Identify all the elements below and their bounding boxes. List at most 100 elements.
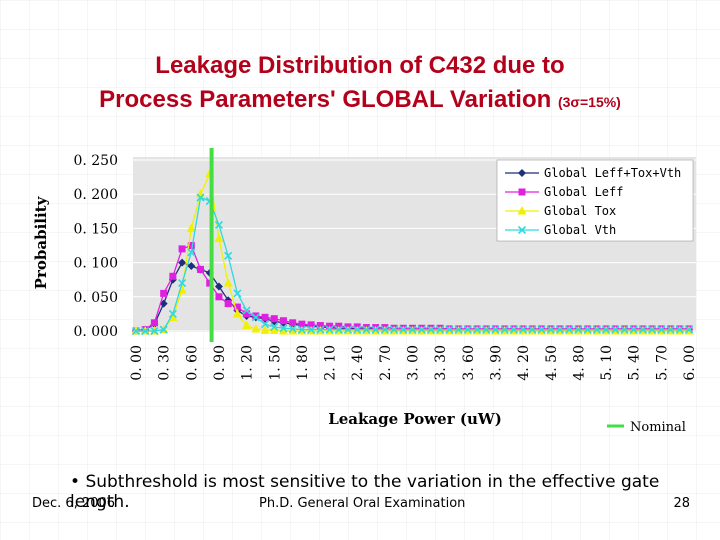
- point-x: [509, 325, 518, 334]
- point-x-stroke: [675, 325, 684, 334]
- point-x: [519, 325, 528, 334]
- point-x-stroke: [629, 325, 638, 334]
- point-x: [251, 313, 260, 322]
- y-tick-label: 0. 000: [73, 324, 118, 340]
- point-x: [178, 279, 187, 288]
- point-x: [334, 325, 343, 334]
- point-square: [233, 303, 241, 311]
- point-x-stroke: [426, 325, 435, 334]
- point-square: [518, 188, 526, 196]
- point-x-stroke: [316, 325, 325, 334]
- point-x: [408, 325, 417, 334]
- point-x-stroke: [214, 220, 224, 230]
- x-tick-label: 0. 90: [212, 345, 228, 381]
- x-tick-label: 1. 80: [295, 345, 311, 381]
- bullet-note: • Subthreshold is most sensitive to the …: [70, 472, 660, 512]
- point-square: [243, 310, 251, 318]
- point-x-stroke: [325, 325, 334, 334]
- x-tick-label: 1. 50: [267, 345, 283, 381]
- point-x-stroke: [565, 325, 574, 334]
- point-x: [159, 325, 168, 334]
- x-tick-label: 1. 20: [240, 345, 256, 381]
- x-tick-label: 3. 00: [406, 345, 422, 381]
- point-x-stroke: [574, 325, 583, 334]
- point-x-stroke: [353, 325, 362, 334]
- point-x-stroke: [620, 325, 629, 334]
- point-square: [252, 312, 260, 320]
- title-main: Process Parameters' GLOBAL Variation: [99, 86, 552, 113]
- point-x: [517, 225, 527, 235]
- point-x: [565, 325, 574, 334]
- point-x: [555, 325, 565, 334]
- x-tick-label: 5. 10: [599, 345, 615, 381]
- point-x: [675, 325, 684, 334]
- point-x-stroke: [555, 325, 565, 334]
- point-x-stroke: [380, 325, 389, 334]
- slide-title-line2: Process Parameters' GLOBAL Variation (3σ…: [0, 86, 720, 114]
- point-x-stroke: [509, 325, 518, 334]
- point-x: [325, 325, 334, 334]
- x-tick-label: 2. 40: [350, 345, 366, 381]
- point-x: [399, 325, 408, 334]
- point-x: [196, 193, 205, 202]
- point-square: [298, 320, 306, 328]
- point-x: [260, 320, 270, 329]
- point-square: [224, 300, 232, 308]
- point-square: [261, 313, 269, 321]
- point-square: [169, 272, 177, 280]
- x-tick-label: 5. 40: [627, 345, 643, 381]
- point-triangle: [214, 233, 224, 243]
- point-x: [390, 325, 399, 334]
- point-x: [491, 325, 500, 334]
- point-square: [289, 319, 297, 327]
- point-x-stroke: [491, 325, 500, 334]
- point-x: [307, 325, 316, 334]
- point-x-stroke: [159, 325, 168, 334]
- point-x-stroke: [666, 325, 675, 334]
- point-x: [371, 325, 380, 334]
- bullet-text: Subthreshold is most sensitive to the va…: [70, 472, 660, 512]
- point-triangle: [251, 323, 261, 333]
- point-x: [574, 325, 583, 334]
- point-triangle: [232, 308, 242, 318]
- point-triangle: [517, 206, 527, 215]
- x-axis-label: Leakage Power (uW): [328, 410, 502, 428]
- point-x: [611, 325, 620, 334]
- x-tick-label: 4. 80: [571, 345, 587, 381]
- x-tick-label: 4. 20: [516, 345, 532, 381]
- point-x-stroke: [500, 325, 509, 334]
- point-diamond: [214, 282, 223, 291]
- point-x: [601, 325, 611, 334]
- y-tick-label: 0. 200: [73, 187, 118, 203]
- point-x-stroke: [472, 325, 482, 334]
- point-triangle: [260, 325, 270, 334]
- point-x: [583, 325, 592, 334]
- point-x-stroke: [131, 326, 141, 336]
- point-triangle: [186, 223, 196, 232]
- x-tick-label: 0. 60: [184, 345, 200, 381]
- point-x: [472, 325, 482, 334]
- y-tick-label: 0. 050: [73, 290, 118, 306]
- point-x: [353, 325, 362, 334]
- point-x: [436, 325, 445, 334]
- y-axis-label: Probability: [32, 195, 50, 289]
- point-x: [233, 289, 242, 298]
- point-x-stroke: [187, 248, 196, 257]
- point-x-stroke: [436, 325, 445, 334]
- legend-label: Global Tox: [544, 204, 616, 218]
- point-x: [657, 325, 666, 334]
- nominal-legend-label: Nominal: [630, 420, 686, 435]
- point-diamond: [187, 262, 196, 271]
- point-square: [160, 289, 168, 297]
- point-x-stroke: [233, 289, 242, 298]
- point-x-stroke: [343, 325, 353, 334]
- y-axis-ticks: 0. 000 0. 050 0. 100 0. 150 0. 200 0. 250: [73, 153, 118, 340]
- point-x-stroke: [657, 325, 666, 334]
- legend-entry: Global Leff+Tox+Vth: [505, 166, 681, 180]
- point-x-stroke: [592, 325, 601, 334]
- point-diamond: [518, 169, 526, 177]
- point-diamond: [178, 258, 187, 267]
- point-square: [187, 242, 195, 249]
- point-x-stroke: [196, 193, 205, 202]
- x-tick-label: 2. 70: [378, 345, 394, 381]
